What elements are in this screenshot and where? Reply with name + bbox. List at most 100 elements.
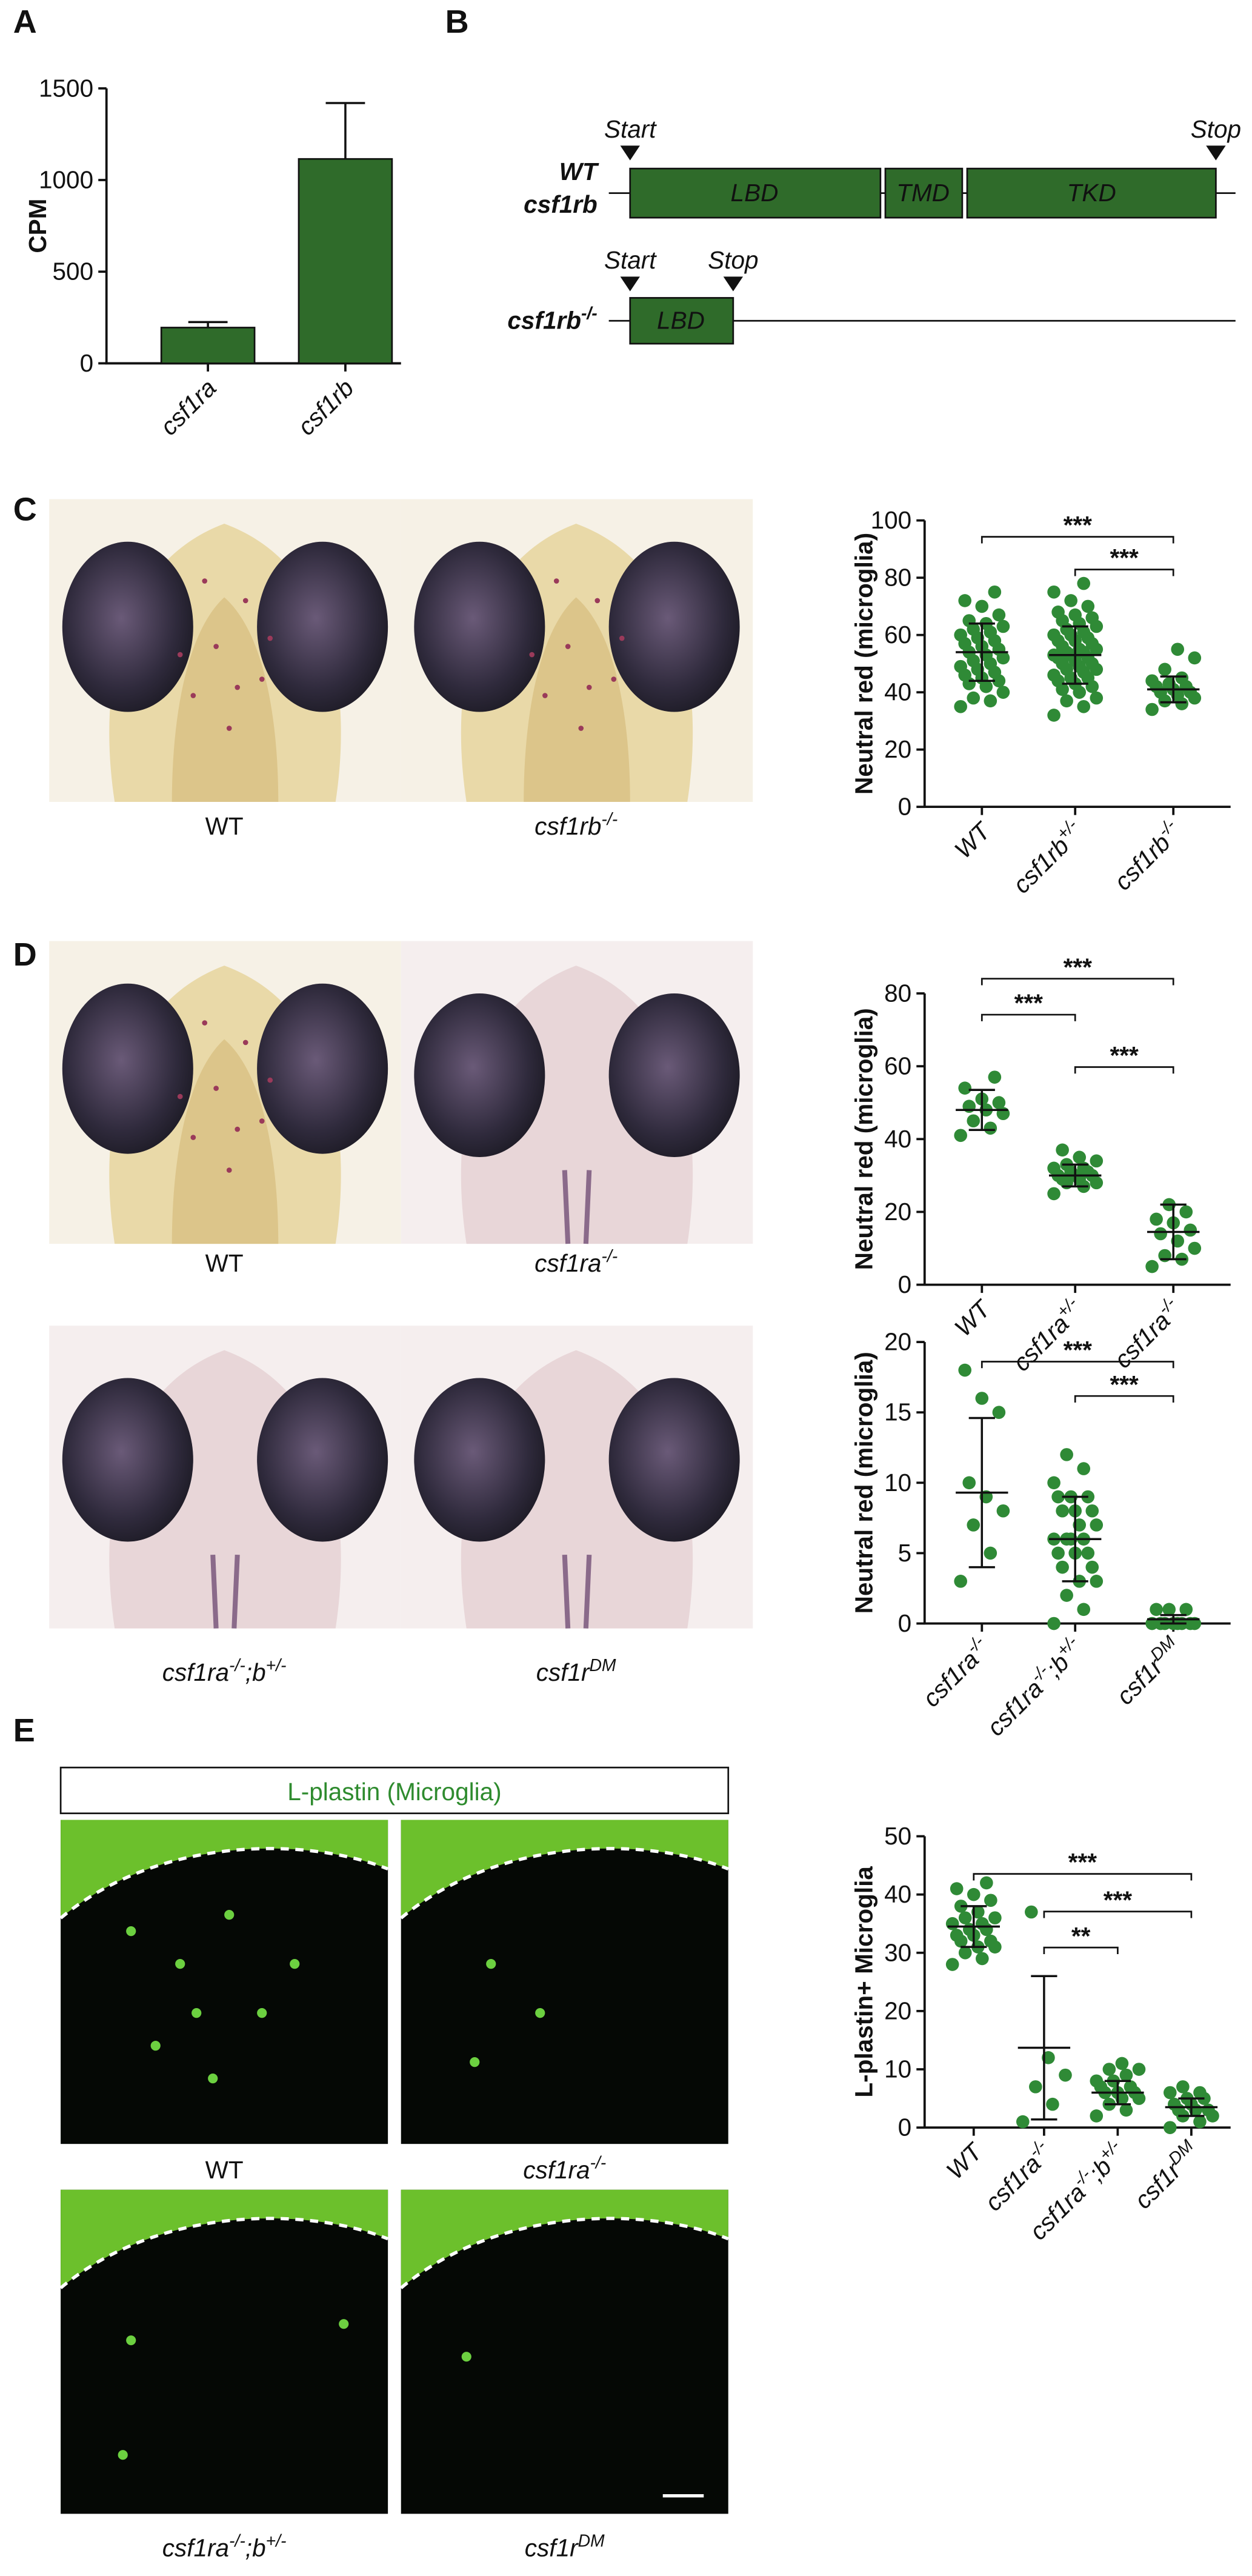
- data-point: [1047, 585, 1061, 599]
- data-point: [1056, 1560, 1069, 1574]
- data-point: [1145, 1260, 1159, 1273]
- y-tick-label: 30: [884, 1938, 911, 1966]
- data-point: [967, 1114, 981, 1128]
- y-tick-label: 0: [898, 2114, 912, 2141]
- data-point: [967, 1518, 981, 1532]
- data-point: [950, 1882, 964, 1895]
- x-tick-label: csf1rDM: [1109, 1632, 1187, 1710]
- data-point: [1162, 1603, 1176, 1617]
- data-point: [1016, 2115, 1030, 2129]
- bar: [160, 327, 256, 364]
- data-point: [1132, 2063, 1146, 2076]
- sd-bar: [1160, 1203, 1187, 1261]
- image-caption: WT: [205, 1249, 244, 1277]
- error-bar: [188, 321, 228, 328]
- data-point: [984, 694, 997, 708]
- domain-label: TMD: [896, 179, 950, 207]
- marker: [620, 276, 744, 292]
- y-axis-label: Neutral red (microglia): [850, 1008, 877, 1270]
- y-tick-label: 40: [884, 1880, 911, 1908]
- data-point: [1047, 1617, 1061, 1630]
- sd-bar: [1062, 625, 1088, 685]
- data-point: [996, 686, 1010, 699]
- image-caption: csf1ra-/-: [523, 2154, 606, 2184]
- data-point: [958, 1081, 971, 1095]
- text-part: csf1rb: [507, 307, 581, 335]
- sd-bar: [1160, 1613, 1187, 1625]
- data-point: [988, 1070, 1002, 1084]
- y-axis-label: CPM: [24, 199, 52, 253]
- data-point: [1124, 2080, 1137, 2094]
- y-axis-label: L-plastin+ Microglia: [850, 1866, 877, 2098]
- y-tick-label: 5: [898, 1539, 912, 1567]
- text-part: csf1rb: [292, 373, 359, 441]
- sd-bar: [968, 1089, 995, 1132]
- data-point: [992, 1096, 1006, 1110]
- data-point: [958, 594, 971, 607]
- data-point: [1073, 1150, 1087, 1164]
- sd-bar: [1178, 2097, 1205, 2117]
- sd-bar: [1062, 1495, 1088, 1583]
- data-point: [1102, 2063, 1116, 2076]
- data-point: [988, 1911, 1002, 1924]
- text-part: WT: [205, 2156, 244, 2184]
- data-point: [1077, 699, 1091, 713]
- text-part: ;b: [245, 2534, 266, 2562]
- significance-bracket: [981, 1361, 1174, 1369]
- data-point: [984, 1934, 997, 1948]
- image-caption: csf1ra-/-: [534, 1247, 618, 1277]
- significance-label: ***: [1110, 544, 1139, 572]
- data-point: [1047, 1187, 1061, 1201]
- data-point: [1171, 642, 1185, 656]
- start-label: Start: [604, 246, 657, 274]
- data-point: [1179, 1603, 1193, 1617]
- axis: [923, 993, 1231, 1286]
- data-point: [945, 1917, 959, 1930]
- domain-label: TKD: [1067, 179, 1116, 207]
- text-part: ;b: [245, 1658, 266, 1686]
- data-point: [1154, 1227, 1167, 1241]
- data-point: [954, 1129, 967, 1143]
- data-point: [1064, 594, 1077, 607]
- image-caption: csf1rb-/-: [534, 810, 618, 840]
- y-axis-label: Neutral red (microglia): [850, 533, 877, 795]
- domain-box: [629, 167, 882, 219]
- superscript: +/-: [266, 1656, 287, 1675]
- y-tick-label: 20: [884, 1997, 911, 2024]
- data-point: [1193, 2086, 1207, 2100]
- data-point: [996, 1504, 1010, 1518]
- image-caption: csf1ra-/-;b+/-: [162, 1656, 287, 1686]
- data-point: [1081, 599, 1095, 613]
- text-part: csf1r: [525, 2534, 579, 2562]
- y-tick-label: 0: [898, 793, 912, 821]
- y-tick-label: 0: [898, 1270, 912, 1298]
- superscript: DM: [578, 2531, 605, 2551]
- data-point: [1090, 1154, 1104, 1168]
- x-tick-label: csf1ra: [155, 373, 222, 441]
- significance-label: **: [1071, 1922, 1091, 1950]
- panel-letter: D: [13, 936, 37, 973]
- sd-bar: [961, 1905, 987, 1948]
- sd-bar: [1104, 2080, 1131, 2106]
- data-point: [1085, 1504, 1099, 1518]
- text-part: WT: [949, 816, 997, 864]
- domain-label: LBD: [657, 307, 705, 335]
- significance-bracket: [981, 1013, 1076, 1021]
- x-tick-label: csf1rb-/-: [1107, 815, 1187, 895]
- microglia-cells: [118, 1910, 545, 2460]
- data-point: [1047, 1161, 1061, 1175]
- header-box: [59, 1766, 730, 1815]
- y-tick-label: 40: [884, 1125, 911, 1153]
- data-point: [1060, 1448, 1073, 1461]
- superscript: -/-: [590, 2154, 607, 2173]
- data-point: [967, 691, 981, 705]
- data-point: [1145, 674, 1159, 688]
- x-tick-label: csf1ra-/-: [915, 1632, 995, 1712]
- data-point: [984, 1546, 997, 1560]
- text-part: csf1rb: [534, 812, 601, 840]
- stop-label: Stop: [708, 246, 758, 274]
- data-point: [954, 659, 967, 673]
- x-tick-label: csf1ra+/-: [1005, 1293, 1088, 1376]
- data-point: [1193, 2115, 1207, 2129]
